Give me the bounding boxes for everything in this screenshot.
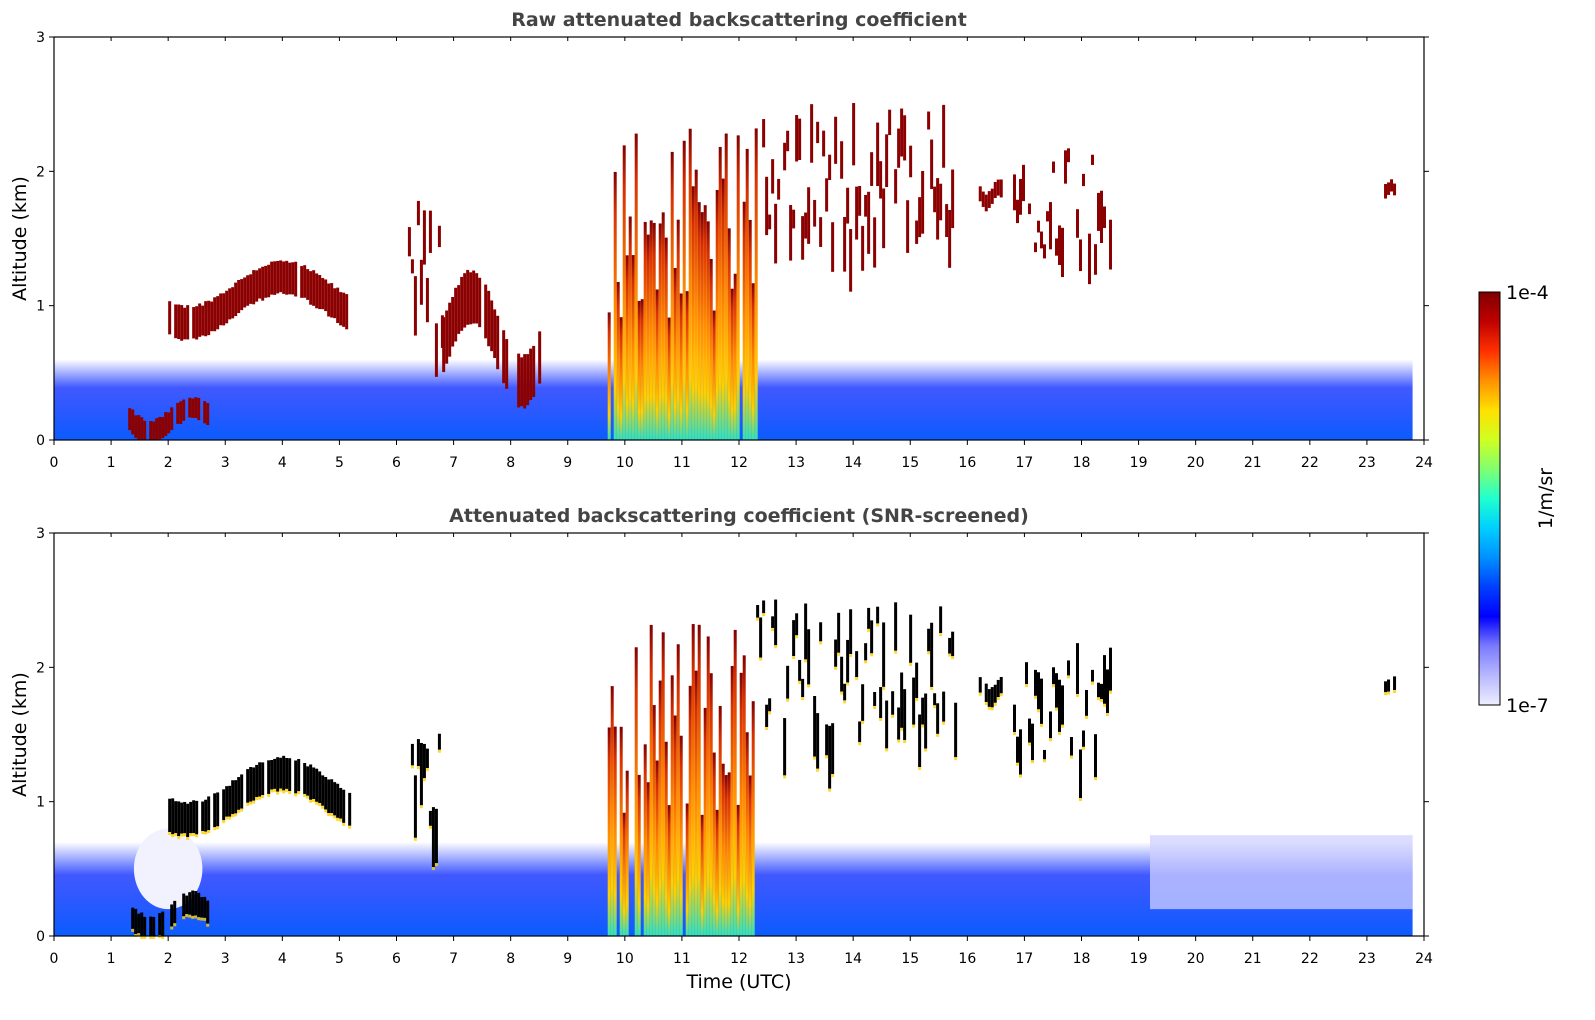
x-tick-label: 23: [1358, 951, 1376, 967]
x-tick-label: 12: [730, 951, 748, 967]
cloud-layer: [1384, 676, 1397, 696]
x-tick-label: 11: [673, 951, 691, 967]
x-tick-label: 14: [844, 455, 862, 471]
cloud-layer: [607, 128, 758, 441]
heatmap-image: [54, 599, 1413, 939]
x-axis-label: Time (UTC): [685, 971, 791, 993]
x-tick-label: 4: [278, 455, 287, 471]
cloud-layer: [168, 755, 352, 841]
cloud-layer: [978, 179, 1003, 212]
x-tick-label: 22: [1301, 951, 1319, 967]
x-tick-label: 19: [1130, 951, 1148, 967]
colorbar: 1e-4 1e-7 1/m/sr: [1478, 282, 1557, 717]
cloud-layer: [607, 624, 755, 936]
cloud-layer: [128, 397, 210, 440]
y-axis-label: Altitude (km): [9, 176, 31, 301]
y-axis-label: Altitude (km): [9, 672, 31, 797]
cloud-layer: [1013, 643, 1112, 802]
x-tick-label: 9: [563, 455, 572, 471]
cloud-layer: [168, 260, 349, 341]
x-tick-label: 5: [335, 951, 344, 967]
x-tick-label: 1: [107, 951, 116, 967]
cloud-layer: [1384, 179, 1397, 199]
x-tick-label: 24: [1415, 455, 1433, 471]
y-tick-label: 2: [36, 164, 45, 180]
x-tick-label: 6: [392, 951, 401, 967]
x-tick-label: 3: [221, 951, 230, 967]
x-tick-label: 7: [449, 455, 458, 471]
x-tick-label: 12: [730, 455, 748, 471]
x-tick-label: 1: [107, 455, 116, 471]
x-tick-label: 17: [1016, 455, 1034, 471]
x-tick-label: 15: [901, 455, 919, 471]
x-tick-label: 18: [1073, 951, 1091, 967]
y-tick-label: 3: [36, 30, 45, 46]
cloud-layer: [442, 269, 542, 409]
y-tick-label: 0: [36, 929, 45, 945]
colorbar-label: 1/m/sr: [1535, 468, 1557, 529]
x-tick-label: 20: [1187, 455, 1205, 471]
x-tick-label: 18: [1073, 455, 1091, 471]
x-tick-label: 8: [506, 455, 515, 471]
y-tick-label: 1: [36, 795, 45, 811]
x-tick-label: 13: [787, 951, 805, 967]
cloud-layer: [410, 733, 441, 871]
y-tick-label: 1: [36, 299, 45, 315]
x-tick-label: 2: [164, 951, 173, 967]
x-tick-label: 10: [616, 951, 634, 967]
colorbar-min-label: 1e-7: [1506, 695, 1549, 717]
x-tick-label: 22: [1301, 455, 1319, 471]
x-tick-label: 23: [1358, 455, 1376, 471]
x-tick-label: 21: [1244, 455, 1262, 471]
weak-aerosol-region: [1150, 835, 1413, 910]
x-tick-label: 7: [449, 951, 458, 967]
x-tick-label: 16: [958, 951, 976, 967]
x-tick-label: 5: [335, 455, 344, 471]
x-tick-label: 2: [164, 455, 173, 471]
cloud-layer: [756, 599, 958, 792]
x-tick-label: 24: [1415, 951, 1433, 967]
x-tick-label: 16: [958, 455, 976, 471]
cloud-layer: [762, 103, 955, 292]
x-tick-label: 13: [787, 455, 805, 471]
x-tick-label: 3: [221, 455, 230, 471]
y-tick-label: 2: [36, 660, 45, 676]
x-tick-label: 9: [563, 951, 572, 967]
screened-backscatter-panel: 0 1 2 3 4 5 6 7 8 9 10 11 12 13 14 15 16 17 18 19 20 21 22 23 24…: [9, 505, 1433, 993]
x-tick-label: 6: [392, 455, 401, 471]
y-tick-label: 3: [36, 526, 45, 542]
x-tick-label: 14: [844, 951, 862, 967]
colorbar-gradient: [1478, 291, 1501, 706]
x-tick-label: 0: [50, 951, 59, 967]
x-tick-label: 8: [506, 951, 515, 967]
x-tick-label: 10: [616, 455, 634, 471]
x-tick-label: 21: [1244, 951, 1262, 967]
cloud-layer: [131, 890, 210, 939]
x-tick-label: 4: [278, 951, 287, 967]
cloud-layer: [978, 676, 1003, 711]
x-tick-label: 17: [1016, 951, 1034, 967]
chart-title: Attenuated backscattering coefficient (S…: [449, 505, 1029, 527]
signal-gap: [142, 37, 194, 400]
aloft-speckle: [425, 37, 654, 145]
screened-gap: [133, 828, 203, 910]
x-tick-label: 11: [673, 455, 691, 471]
x-tick-label: 0: [50, 455, 59, 471]
cloud-layer: [1013, 148, 1112, 285]
colorbar-max-label: 1e-4: [1506, 282, 1549, 304]
x-tick-label: 19: [1130, 455, 1148, 471]
chart-title: Raw attenuated backscattering coefficien…: [511, 9, 967, 31]
raw-backscatter-panel: 0 1 2 3 4 5 6 7 8 9 10 11 12 13 14 15 16 17 18 19 20 21 22 23 24…: [9, 9, 1433, 471]
y-tick-label: 0: [36, 433, 45, 449]
x-tick-label: 15: [901, 951, 919, 967]
x-tick-label: 20: [1187, 951, 1205, 967]
heatmap-image: [54, 37, 1413, 441]
